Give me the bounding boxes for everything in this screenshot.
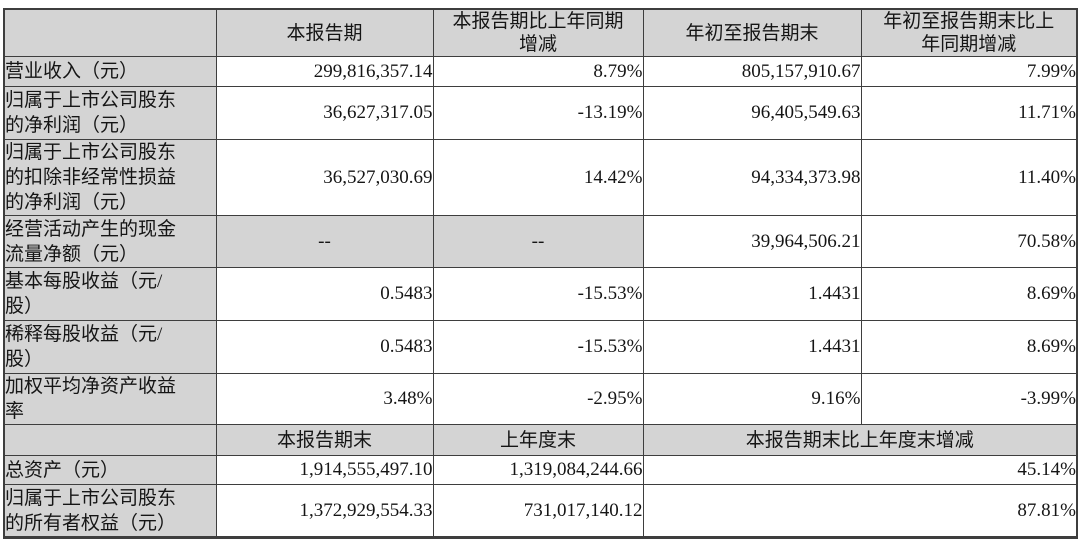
value-cell: -- — [215, 215, 434, 268]
value-cell: 1.4431 — [642, 267, 862, 321]
value-cell: 87.81% — [642, 484, 1078, 538]
table-row: 归属于上市公司股东 的扣除非经常性损益 的净利润（元） 36,527,030.6… — [3, 139, 1078, 216]
table-row: 稀释每股收益（元/ 股） 0.5483 -15.53% 1.4431 8.69% — [3, 320, 1078, 374]
table-row: 营业收入（元） 299,816,357.14 8.79% 805,157,910… — [3, 56, 1078, 87]
corner-cell-2 — [3, 424, 217, 456]
row-label: 归属于上市公司股东 的所有者权益（元） — [3, 484, 217, 538]
header-ytd: 年初至报告期末 — [642, 8, 862, 57]
value-cell: 96,405,549.63 — [642, 86, 862, 140]
corner-cell — [3, 8, 217, 57]
table-row: 加权平均净资产收益 率 3.48% -2.95% 9.16% -3.99% — [3, 373, 1078, 425]
table-row: 基本每股收益（元/ 股） 0.5483 -15.53% 1.4431 8.69% — [3, 267, 1078, 321]
value-cell: 36,627,317.05 — [215, 86, 434, 140]
header-current-period-change: 本报告期比上年同期 增减 — [432, 8, 644, 57]
row-label: 归属于上市公司股东 的净利润（元） — [3, 86, 217, 140]
value-cell: 9.16% — [642, 373, 862, 425]
value-cell: 8.69% — [860, 267, 1078, 321]
value-cell: -2.95% — [432, 373, 644, 425]
value-cell: 39,964,506.21 — [642, 215, 862, 268]
row-label: 经营活动产生的现金 流量净额（元） — [3, 215, 217, 268]
value-cell: -15.53% — [432, 267, 644, 321]
value-cell: -3.99% — [860, 373, 1078, 425]
header-current-period: 本报告期 — [215, 8, 434, 57]
value-cell: 1,372,929,554.33 — [215, 484, 434, 538]
value-cell: 0.5483 — [215, 320, 434, 374]
row-label: 稀释每股收益（元/ 股） — [3, 320, 217, 374]
header-period-end-change: 本报告期末比上年度末增减 — [642, 424, 1078, 456]
value-cell: -13.19% — [432, 86, 644, 140]
row-label: 归属于上市公司股东 的扣除非经常性损益 的净利润（元） — [3, 139, 217, 216]
table-header-row-bottom: 本报告期末 上年度末 本报告期末比上年度末增减 — [3, 424, 1078, 456]
value-cell: 36,527,030.69 — [215, 139, 434, 216]
row-label: 加权平均净资产收益 率 — [3, 373, 217, 425]
header-prev-year-end: 上年度末 — [432, 424, 644, 456]
table-row: 经营活动产生的现金 流量净额（元） -- -- 39,964,506.21 70… — [3, 215, 1078, 268]
row-label: 营业收入（元） — [3, 56, 217, 87]
value-cell: 299,816,357.14 — [215, 56, 434, 87]
value-cell: 1,319,084,244.66 — [432, 455, 644, 485]
value-cell: 45.14% — [642, 455, 1078, 485]
value-cell: 94,334,373.98 — [642, 139, 862, 216]
value-cell: -15.53% — [432, 320, 644, 374]
table-row: 归属于上市公司股东 的净利润（元） 36,627,317.05 -13.19% … — [3, 86, 1078, 140]
value-cell: 8.79% — [432, 56, 644, 87]
value-cell: 805,157,910.67 — [642, 56, 862, 87]
table-row: 总资产（元） 1,914,555,497.10 1,319,084,244.66… — [3, 455, 1078, 485]
table-header-row-top: 本报告期 本报告期比上年同期 增减 年初至报告期末 年初至报告期末比上 年同期增… — [3, 8, 1078, 57]
value-cell: 731,017,140.12 — [432, 484, 644, 538]
value-cell: 1,914,555,497.10 — [215, 455, 434, 485]
row-label: 基本每股收益（元/ 股） — [3, 267, 217, 321]
value-cell: 8.69% — [860, 320, 1078, 374]
value-cell: 11.71% — [860, 86, 1078, 140]
row-label: 总资产（元） — [3, 455, 217, 485]
value-cell: 7.99% — [860, 56, 1078, 87]
value-cell: 70.58% — [860, 215, 1078, 268]
value-cell: 0.5483 — [215, 267, 434, 321]
value-cell: 1.4431 — [642, 320, 862, 374]
financial-summary-table: 本报告期 本报告期比上年同期 增减 年初至报告期末 年初至报告期末比上 年同期增… — [3, 8, 1078, 539]
table-row: 归属于上市公司股东 的所有者权益（元） 1,372,929,554.33 731… — [3, 484, 1078, 538]
value-cell: 14.42% — [432, 139, 644, 216]
value-cell: -- — [432, 215, 644, 268]
header-period-end: 本报告期末 — [215, 424, 434, 456]
value-cell: 11.40% — [860, 139, 1078, 216]
value-cell: 3.48% — [215, 373, 434, 425]
header-ytd-change: 年初至报告期末比上 年同期增减 — [860, 8, 1078, 57]
